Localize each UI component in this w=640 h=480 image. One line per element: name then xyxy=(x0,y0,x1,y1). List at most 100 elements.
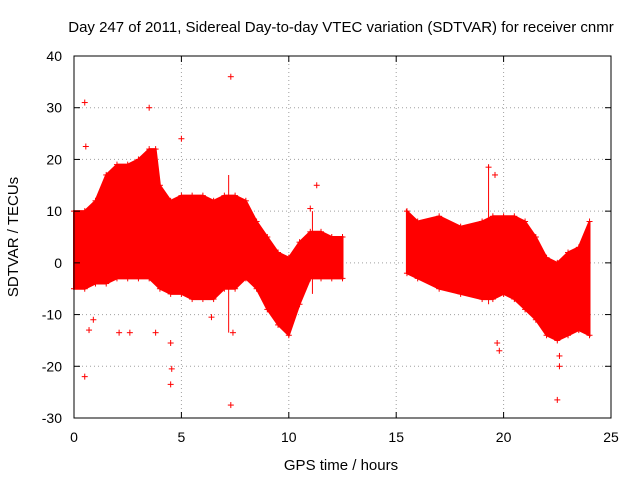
outlier-point xyxy=(307,205,314,212)
x-axis-label: GPS time / hours xyxy=(284,457,398,474)
outlier-point xyxy=(227,402,234,409)
data-point xyxy=(210,296,217,303)
data-point xyxy=(113,275,120,282)
data-point xyxy=(339,234,346,240)
data-point xyxy=(156,182,163,189)
data-point xyxy=(554,259,561,266)
outlier-point xyxy=(126,329,133,336)
data-point xyxy=(124,275,131,282)
data-point xyxy=(264,234,271,240)
outlier-point xyxy=(554,396,561,403)
plot-border xyxy=(73,55,612,419)
outlier-point xyxy=(146,104,153,111)
outlier-point xyxy=(86,327,93,334)
outlier-point xyxy=(313,182,320,189)
data-cloud-segment-2 xyxy=(405,208,591,342)
data-point xyxy=(167,197,174,204)
data-point xyxy=(264,306,271,313)
y-tick-label: -20 xyxy=(42,358,62,374)
data-point xyxy=(113,161,120,168)
outlier-point xyxy=(168,365,175,372)
data-point xyxy=(146,275,153,282)
data-point xyxy=(103,280,110,287)
data-point xyxy=(414,275,421,282)
data-point xyxy=(221,285,228,292)
data-point xyxy=(554,337,561,344)
data-point xyxy=(275,321,282,328)
data-point xyxy=(242,197,249,204)
data-point xyxy=(103,171,110,178)
y-tick-label: 0 xyxy=(54,255,62,271)
data-point xyxy=(575,244,582,251)
data-point xyxy=(318,228,325,235)
axis-ticks: 0 5 10 15 20 25 40 30 20 10 0 -10 -20 -30 xyxy=(42,48,619,445)
data-point xyxy=(124,161,131,168)
data-point xyxy=(511,213,518,220)
outlier-point xyxy=(229,329,236,336)
outlier-point xyxy=(227,73,234,80)
data-point xyxy=(152,146,159,153)
outlier-point xyxy=(496,347,503,354)
data-point xyxy=(489,296,496,303)
data-point xyxy=(403,270,410,277)
outlier-point xyxy=(167,340,174,347)
y-tick-label: 30 xyxy=(46,100,62,116)
data-point xyxy=(92,197,99,204)
data-point xyxy=(543,254,550,261)
data-point xyxy=(318,275,325,282)
x-tick-label: 20 xyxy=(496,429,512,445)
data-point xyxy=(146,146,153,153)
data-point xyxy=(403,208,410,215)
data-point xyxy=(586,218,593,225)
data-point xyxy=(135,156,142,163)
data-point xyxy=(543,332,550,339)
data-cloud-segment-1 xyxy=(73,148,344,338)
data-marks xyxy=(71,73,593,409)
data-point xyxy=(135,275,142,282)
data-point xyxy=(500,213,507,220)
data-point xyxy=(339,275,346,282)
x-tick-label: 0 xyxy=(70,429,78,445)
data-point xyxy=(479,218,486,225)
outlier-point xyxy=(556,352,563,359)
data-point xyxy=(199,296,206,303)
data-point xyxy=(156,285,163,292)
data-point xyxy=(522,218,529,225)
data-point xyxy=(522,306,529,313)
x-tick-label: 5 xyxy=(178,429,186,445)
y-axis-label: SDTVAR / TECUs xyxy=(5,177,22,297)
data-point xyxy=(221,192,228,199)
outlier-point xyxy=(208,314,215,321)
data-point xyxy=(328,234,335,240)
outlier-point xyxy=(81,99,88,106)
data-point xyxy=(199,192,206,199)
data-point xyxy=(178,290,185,297)
x-tick-label: 10 xyxy=(281,429,297,445)
data-point xyxy=(565,249,572,256)
outlier-point xyxy=(116,329,123,336)
data-point xyxy=(285,332,292,339)
data-point xyxy=(328,275,335,282)
data-point xyxy=(436,213,443,220)
data-point xyxy=(81,285,88,292)
data-point xyxy=(296,301,303,308)
y-tick-label: -10 xyxy=(42,307,62,323)
outlier-point xyxy=(152,329,159,336)
data-point xyxy=(275,249,282,256)
data-point xyxy=(457,290,464,297)
y-tick-label: 40 xyxy=(46,48,62,64)
data-point xyxy=(92,280,99,287)
outlier-point xyxy=(90,316,97,323)
data-point xyxy=(575,327,582,334)
x-tick-label: 15 xyxy=(388,429,404,445)
outlier-point xyxy=(82,143,89,150)
data-point xyxy=(500,290,507,297)
data-point xyxy=(81,208,88,215)
data-point xyxy=(436,285,443,292)
outlier-point xyxy=(494,340,501,347)
chart-title: Day 247 of 2011, Sidereal Day-to-day VTE… xyxy=(68,19,613,36)
data-point xyxy=(189,192,196,199)
data-point xyxy=(532,316,539,323)
data-point xyxy=(586,332,593,339)
